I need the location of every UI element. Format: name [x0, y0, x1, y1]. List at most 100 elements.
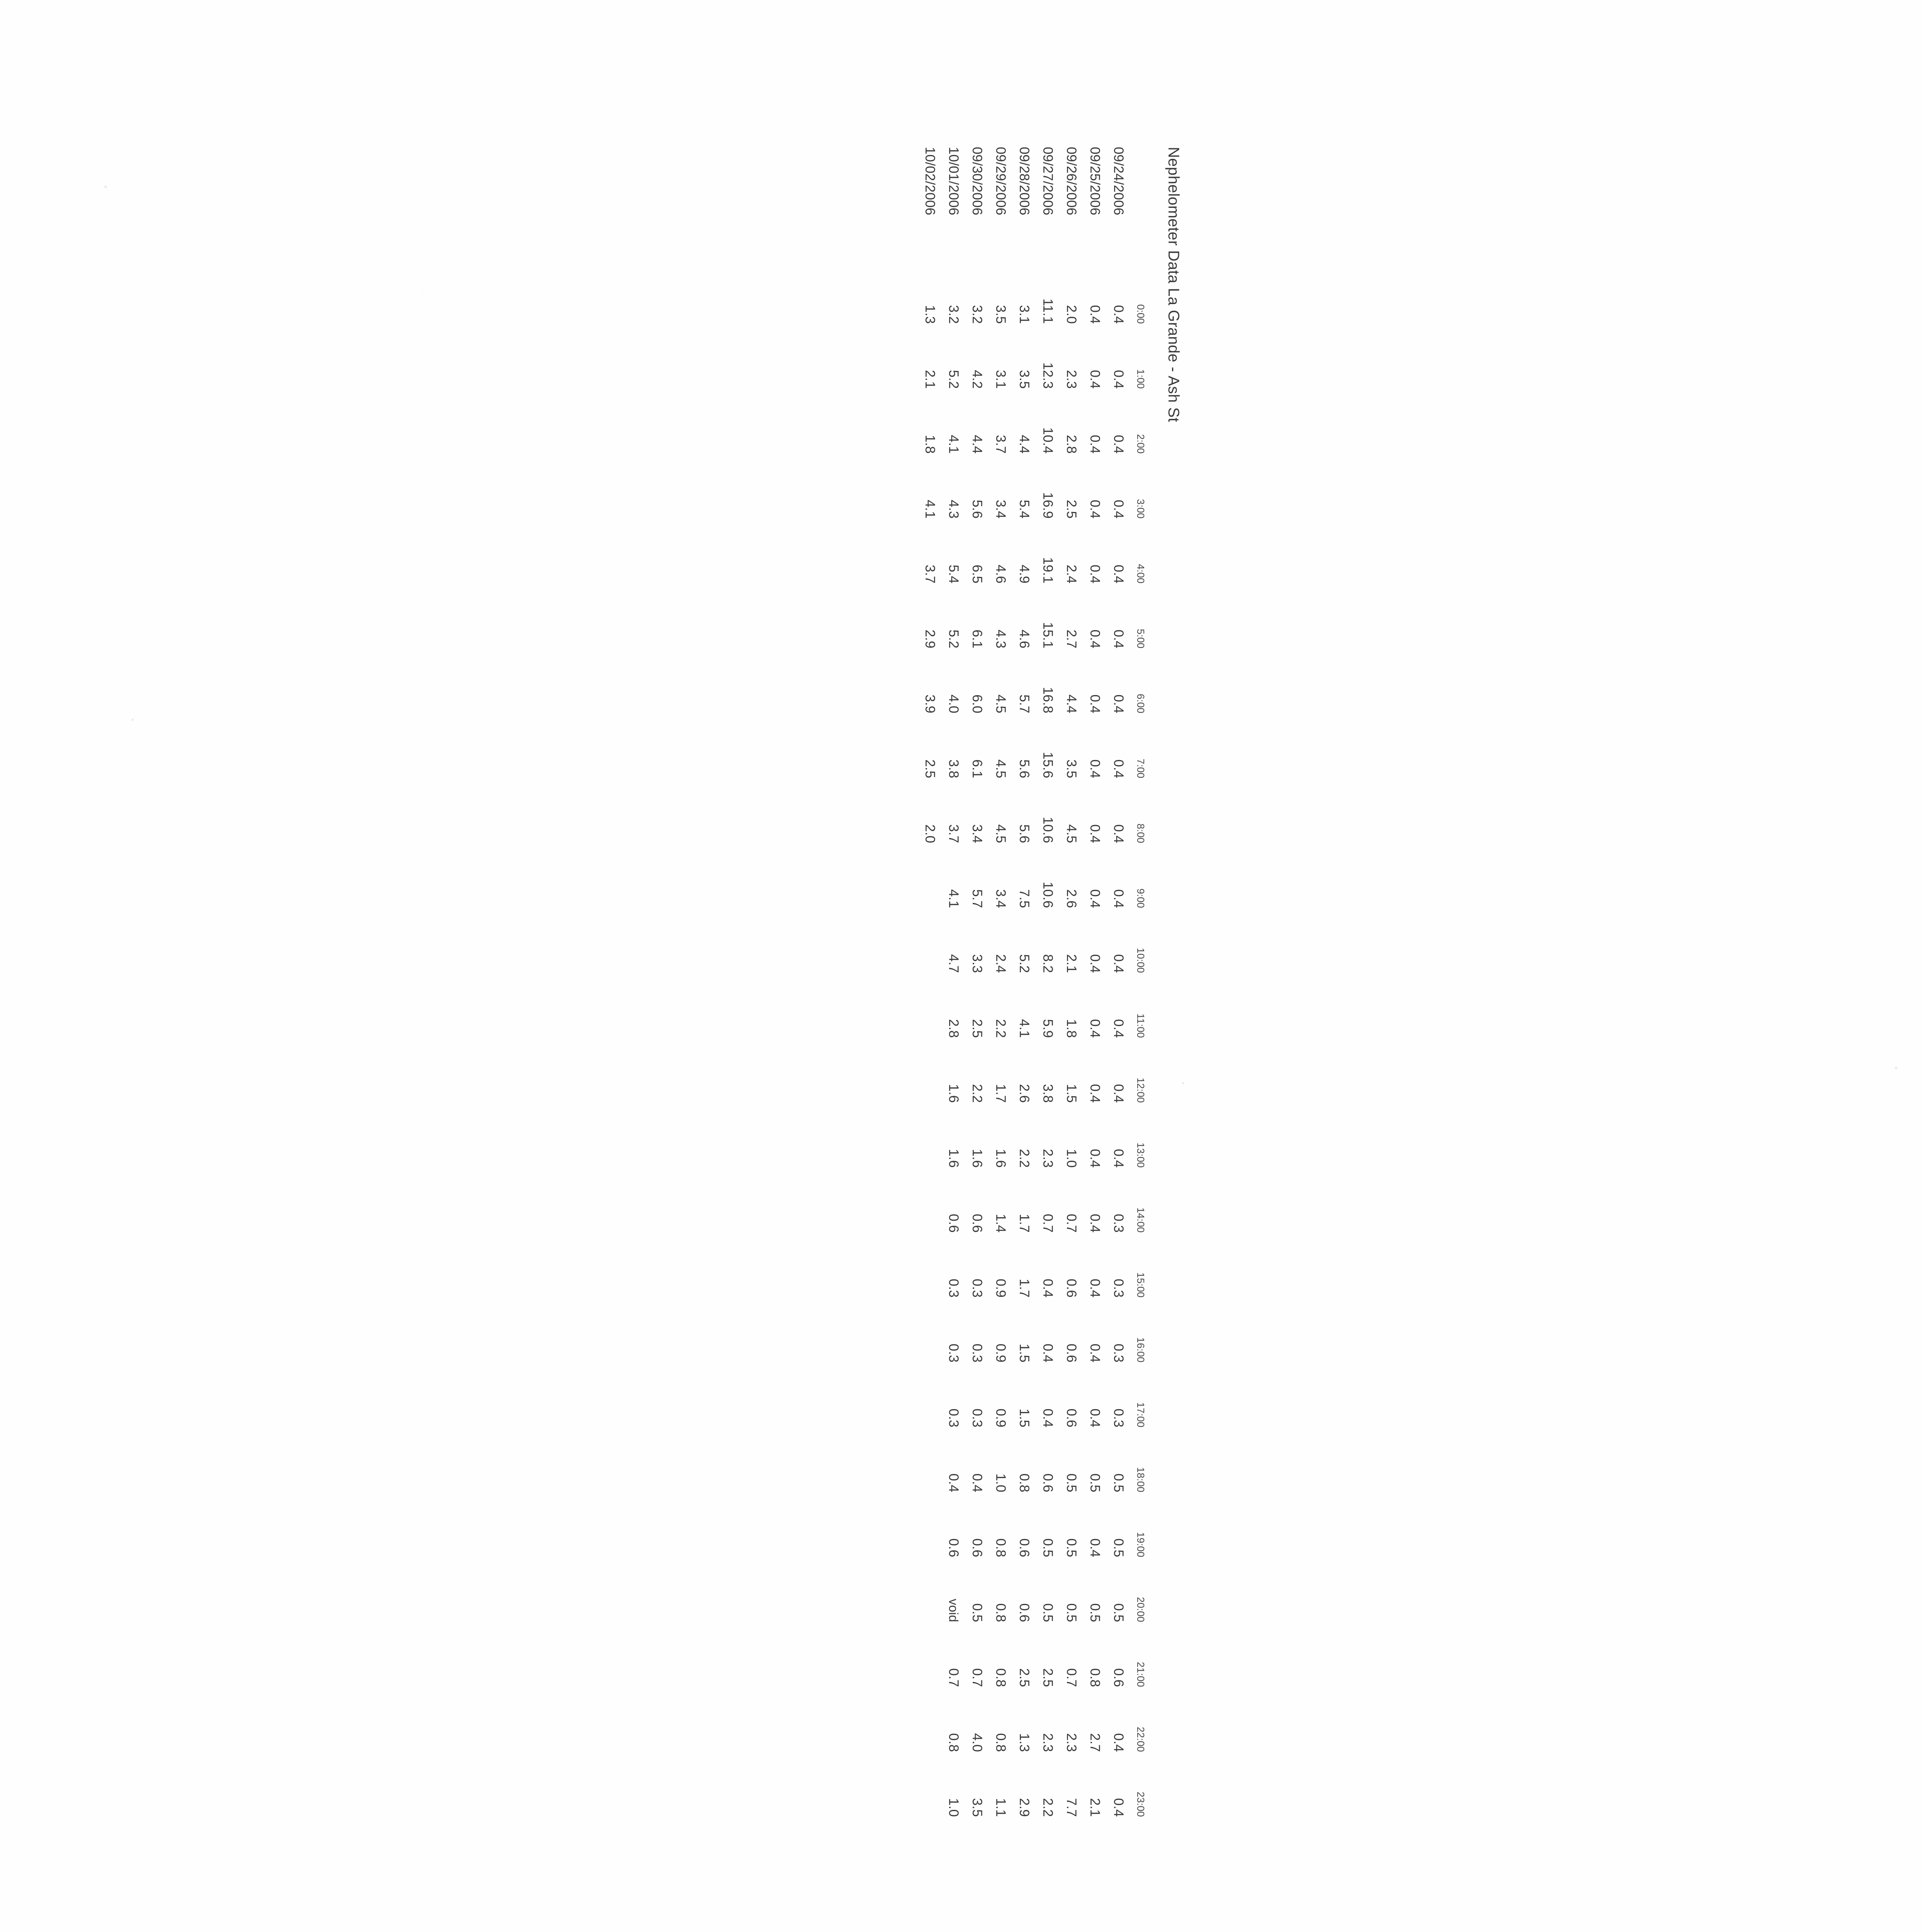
data-value-cell: 4.1: [1017, 1019, 1032, 1038]
data-value-cell: 1.5: [1017, 1344, 1032, 1362]
data-value-cell: 3.1: [1017, 305, 1032, 324]
hour-column-header: 18:00: [1135, 1467, 1147, 1492]
hour-column-header: 21:00: [1135, 1662, 1147, 1687]
data-value-cell: 0.6: [946, 1538, 961, 1557]
rotated-content-wrapper: Nephelometer Data La Grande - Ash St 0:0…: [703, 147, 1182, 1932]
data-value-cell: 16.9: [1040, 492, 1055, 519]
hour-column-header: 3:00: [1135, 499, 1147, 519]
data-value-cell: 0.4: [1087, 1149, 1102, 1168]
data-value-cell: 2.2: [993, 1019, 1008, 1038]
data-value-cell: 4.0: [946, 694, 961, 713]
data-value-cell: 1.8: [1064, 1019, 1079, 1038]
data-value-cell: 2.4: [1064, 565, 1079, 583]
data-value-cell: 0.4: [1111, 954, 1126, 973]
data-value-cell: 0.3: [1111, 1214, 1126, 1233]
data-value-cell: 0.4: [1040, 1344, 1055, 1362]
data-value-cell: 2.6: [1017, 1084, 1032, 1103]
data-value-cell: [914, 1233, 938, 1298]
table-row: 09/29/2006 3.5 3.1 3.7 3.4 4.6 4.3 4.5 4.5 4.5 3.4…: [985, 147, 1008, 1817]
data-value-cell: 0.5: [1087, 1473, 1102, 1492]
hour-column-header: 23:00: [1135, 1791, 1147, 1817]
data-value-cell: 2.7: [1064, 629, 1079, 648]
data-value-cell: 0.8: [946, 1733, 961, 1752]
data-value-cell: 0.6: [1064, 1408, 1079, 1427]
scan-speck: [1895, 1066, 1898, 1069]
data-value-cell: 6.0: [970, 694, 985, 713]
data-value-cell: 0.4: [1111, 1798, 1126, 1817]
table-row: 09/30/2006 3.2 4.2 4.4 5.6 6.5 6.1 6.0 6.1 3.4 5.7…: [961, 147, 985, 1817]
data-value-cell: 3.9: [922, 694, 938, 713]
data-value-cell: 1.1: [993, 1798, 1008, 1817]
row-date-cell: 09/30/2006: [970, 147, 985, 216]
data-value-cell: 2.2: [1040, 1798, 1055, 1817]
data-value-cell: 5.4: [946, 565, 961, 583]
data-value-cell: 1.7: [1017, 1214, 1032, 1233]
data-value-cell: 2.0: [922, 824, 938, 843]
data-value-cell: 0.4: [1087, 1408, 1102, 1427]
hour-column-header: 2:00: [1135, 434, 1147, 454]
data-value-cell: 0.4: [1087, 1214, 1102, 1233]
data-value-cell: 0.6: [1040, 1473, 1055, 1492]
data-value-cell: 2.5: [922, 759, 938, 778]
data-value-cell: 0.8: [1017, 1473, 1032, 1492]
data-value-cell: 4.6: [993, 565, 1008, 583]
data-value-cell: 3.8: [946, 759, 961, 778]
data-value-cell: 4.9: [1017, 565, 1032, 583]
data-value-cell: 1.6: [946, 1149, 961, 1168]
data-value-cell: 0.3: [1111, 1408, 1126, 1427]
data-value-cell: 4.5: [993, 694, 1008, 713]
data-value-cell: [914, 1362, 938, 1427]
data-value-cell: 0.4: [1087, 759, 1102, 778]
table-row: 09/28/2006 3.1 3.5 4.4 5.4 4.9 4.6 5.7 5.6 5.6 7.5…: [1008, 147, 1032, 1817]
table-row: 10/01/2006 3.2 5.2 4.1 4.3 5.4 5.2 4.0 3.8 3.7 4.1…: [938, 147, 961, 1817]
data-value-cell: 6.5: [970, 565, 985, 583]
data-value-cell: 0.4: [1087, 824, 1102, 843]
data-value-cell: 1.0: [993, 1473, 1008, 1492]
scan-speck: [131, 719, 134, 721]
data-value-cell: 0.5: [1064, 1603, 1079, 1622]
data-value-cell: 1.5: [1064, 1084, 1079, 1103]
data-value-cell: 0.7: [970, 1668, 985, 1687]
data-value-cell: 2.1: [1064, 954, 1079, 973]
data-value-cell: 3.1: [993, 370, 1008, 389]
data-value-cell: 4.6: [1017, 629, 1032, 648]
data-value-cell: 0.4: [946, 1473, 961, 1492]
data-value-cell: 4.5: [1064, 824, 1079, 843]
data-value-cell: 3.5: [1064, 759, 1079, 778]
hour-column-header: 19:00: [1135, 1532, 1147, 1557]
data-value-cell: 2.9: [1017, 1798, 1032, 1817]
data-value-cell: 2.8: [1064, 435, 1079, 454]
data-value-cell: 2.9: [922, 629, 938, 648]
data-value-cell: 10.6: [1040, 881, 1055, 908]
data-value-cell: 2.8: [946, 1019, 961, 1038]
data-value-cell: 1.3: [922, 305, 938, 324]
data-value-cell: 0.5: [1064, 1538, 1079, 1557]
data-value-cell: 0.6: [970, 1214, 985, 1233]
data-value-cell: 0.4: [1040, 1279, 1055, 1298]
data-value-cell: 0.6: [1064, 1279, 1079, 1298]
hour-column-header: 22:00: [1135, 1726, 1147, 1752]
hour-column-header: 20:00: [1135, 1597, 1147, 1622]
data-value-cell: 0.4: [1111, 629, 1126, 648]
data-value-cell: 0.8: [993, 1668, 1008, 1687]
data-value-cell: 0.4: [1087, 954, 1102, 973]
hour-column-header: 9:00: [1135, 888, 1147, 908]
data-value-cell: 0.6: [1111, 1668, 1126, 1687]
table-row: 09/25/2006 0.4 0.4 0.4 0.4 0.4 0.4 0.4 0.4 0.4 0.4…: [1079, 147, 1102, 1817]
data-value-cell: [914, 1622, 938, 1687]
data-value-cell: 0.6: [1017, 1538, 1032, 1557]
data-value-cell: 2.3: [1064, 1733, 1079, 1752]
data-value-cell: 0.4: [1087, 565, 1102, 583]
data-value-cell: [914, 1687, 938, 1752]
data-value-cell: 4.4: [970, 435, 985, 454]
data-value-cell: 0.6: [970, 1538, 985, 1557]
row-date-cell: 09/24/2006: [1111, 147, 1126, 216]
data-value-cell: 5.6: [970, 500, 985, 519]
data-value-cell: 0.5: [1111, 1538, 1126, 1557]
data-value-cell: 0.4: [1111, 1019, 1126, 1038]
data-value-cell: [914, 843, 938, 908]
data-value-cell: 3.7: [993, 435, 1008, 454]
data-value-cell: 0.6: [946, 1214, 961, 1233]
data-value-cell: 2.7: [1087, 1733, 1102, 1752]
